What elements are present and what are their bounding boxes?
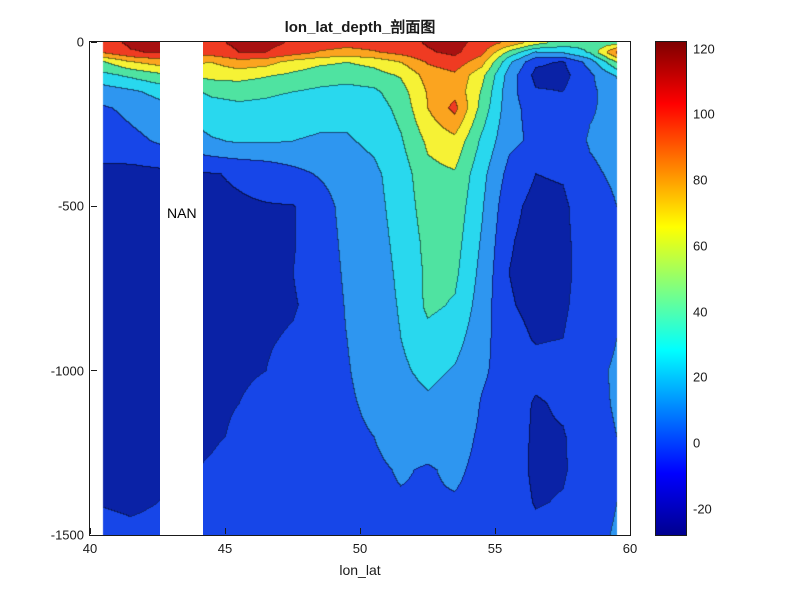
x-axis-tick-label: 40 — [82, 541, 98, 556]
x-axis-tick-label: 55 — [487, 541, 503, 556]
y-axis-tick-label: -1000 — [50, 363, 84, 379]
x-axis-tick-mark — [89, 528, 91, 534]
x-axis-tick-mark — [359, 528, 361, 534]
colorbar-tick-label: 40 — [693, 304, 708, 319]
nan-region — [160, 42, 204, 535]
x-axis-tick-label: 60 — [622, 541, 638, 556]
colorbar-tick-label: 100 — [693, 106, 715, 122]
x-axis-tick-mark — [224, 528, 226, 534]
y-axis-tick-mark — [91, 41, 97, 43]
colorbar-tick-label: 80 — [693, 172, 708, 188]
nan-label: NAN — [167, 204, 197, 221]
y-axis-tick-label: -500 — [57, 198, 84, 214]
y-axis-tick-mark — [91, 205, 97, 207]
colorbar-tick-label: -20 — [693, 501, 712, 517]
x-axis-tick-label: 45 — [217, 541, 233, 556]
colorbar-tick-label: 20 — [693, 369, 708, 385]
y-axis-tick-mark — [91, 370, 97, 372]
x-axis-tick-mark — [629, 528, 631, 534]
colorbar — [655, 41, 687, 536]
x-axis-tick-mark — [494, 528, 496, 534]
colorbar-tick-label: 60 — [693, 238, 708, 254]
y-axis-tick-label: 0 — [76, 34, 84, 50]
y-axis-tick-mark — [91, 534, 97, 536]
colorbar-tick-label: 120 — [693, 41, 715, 57]
plot-area — [89, 41, 631, 536]
colorbar-tick-label: 0 — [693, 435, 701, 451]
x-axis-label: lon_lat — [339, 562, 381, 578]
x-axis-tick-label: 50 — [352, 541, 368, 556]
chart-title: lon_lat_depth_剖面图 — [284, 19, 436, 36]
y-axis-tick-label: -1500 — [50, 527, 84, 543]
